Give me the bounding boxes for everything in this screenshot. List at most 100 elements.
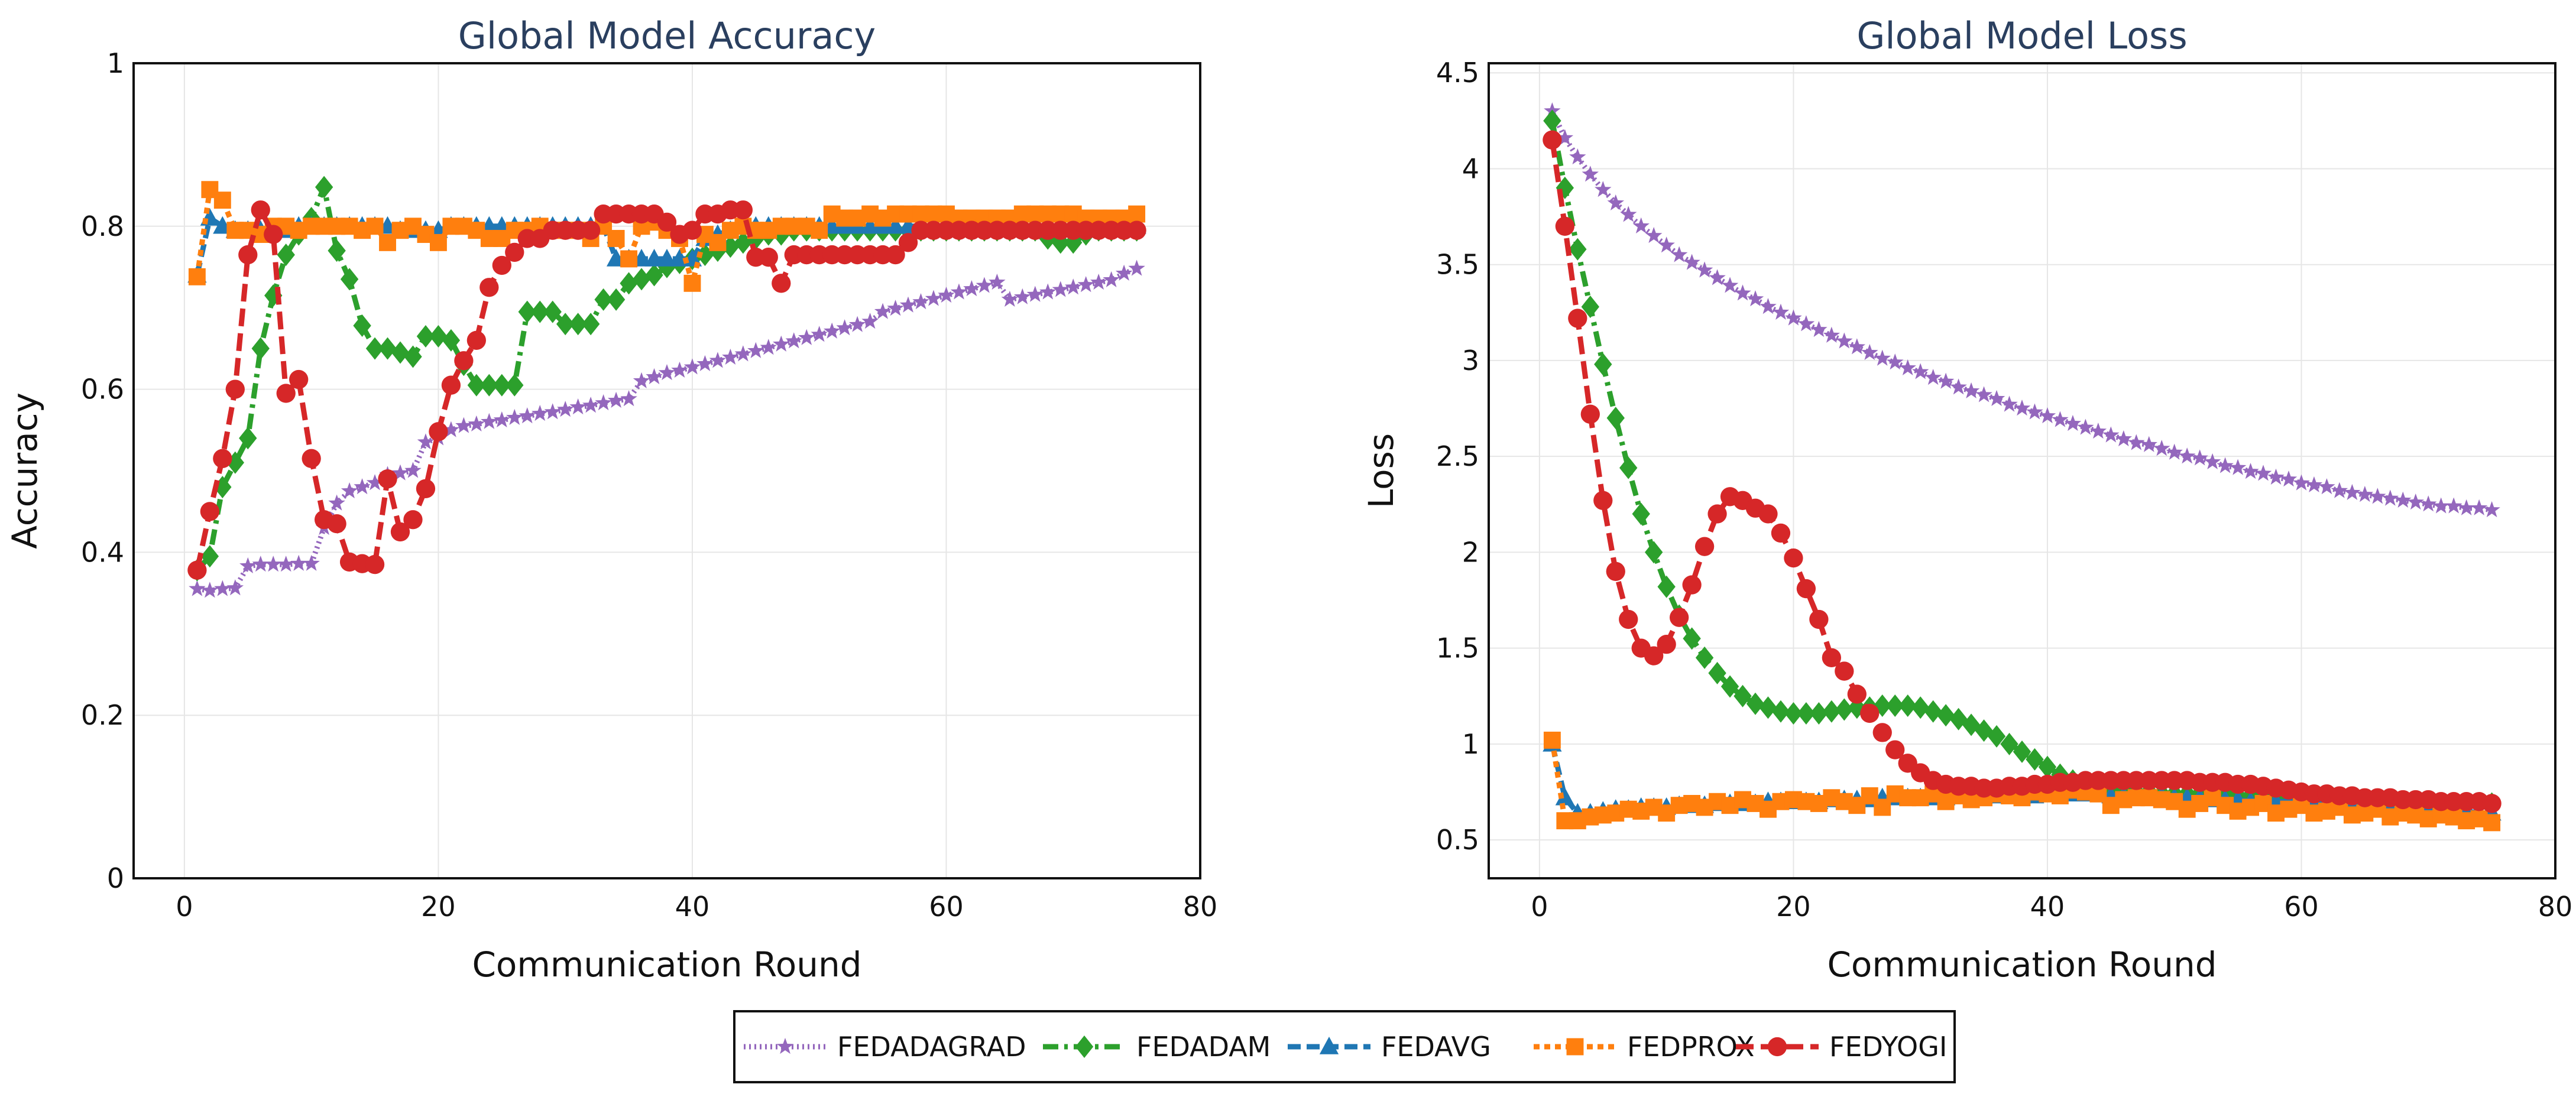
- legend-marker-fedprox: [1566, 1038, 1584, 1056]
- y-tick-label: 0.8: [81, 210, 124, 242]
- data-point-fedadam: [378, 337, 397, 360]
- data-point-fedyogi: [1835, 661, 1854, 681]
- data-point-fedadagrad: [1001, 290, 1019, 307]
- data-point-fedadagrad: [556, 401, 574, 417]
- data-point-fedyogi: [466, 330, 487, 350]
- x-tick-label: 80: [1183, 891, 1218, 923]
- data-point-fedadagrad: [1090, 273, 1107, 290]
- y-tick-label: 4.5: [1436, 57, 1479, 89]
- data-point-fedadagrad: [2001, 395, 2018, 412]
- series-line-fedadagrad: [1550, 110, 2493, 513]
- data-point-fedadagrad: [1709, 269, 1726, 285]
- data-point-fedyogi: [378, 469, 397, 489]
- data-point-fedadagrad: [582, 397, 600, 413]
- y-tick-label: 2.5: [1436, 440, 1479, 472]
- data-point-fedadagrad: [1874, 349, 1891, 366]
- data-point-fedadagrad: [671, 361, 688, 378]
- data-point-fedyogi: [289, 369, 309, 389]
- x-tick-label: 20: [421, 891, 456, 923]
- data-point-fedadagrad: [963, 280, 980, 297]
- data-point-fedadagrad: [709, 352, 727, 368]
- legend-entry-fedprox: FEDPROX: [1534, 1031, 1754, 1063]
- data-point-fedyogi: [1580, 404, 1600, 424]
- data-point-fedadagrad: [2432, 497, 2449, 514]
- data-point-fedyogi: [1682, 575, 1702, 595]
- data-point-fedyogi: [1796, 579, 1816, 599]
- x-tick-label: 0: [176, 891, 193, 923]
- data-point-fedyogi: [429, 422, 448, 442]
- data-point-fedavg: [1555, 787, 1575, 806]
- data-point-fedyogi: [2482, 794, 2502, 813]
- data-point-fedyogi: [225, 379, 245, 399]
- data-point-fedadam: [1543, 109, 1561, 132]
- x-tick-label: 0: [1531, 891, 1548, 923]
- data-point-fedadagrad: [607, 391, 625, 408]
- data-point-fedadagrad: [1064, 278, 1082, 295]
- data-point-fedyogi: [1568, 309, 1587, 328]
- data-point-fedadam: [632, 268, 651, 291]
- data-point-fedadagrad: [1924, 369, 1942, 385]
- data-point-fedyogi: [213, 449, 232, 468]
- data-point-fedyogi: [759, 248, 778, 267]
- data-point-fedadagrad: [912, 293, 929, 310]
- data-point-fedadagrad: [899, 296, 917, 313]
- legend-label-fedyogi: FEDYOGI: [1829, 1031, 1947, 1063]
- data-point-fedyogi: [1707, 504, 1727, 524]
- data-point-fedadagrad: [658, 364, 676, 381]
- data-point-fedadagrad: [569, 398, 587, 415]
- data-point-fedprox: [188, 268, 206, 285]
- data-point-fedadagrad: [328, 494, 345, 511]
- data-point-fedprox: [1543, 731, 1561, 749]
- data-point-fedadagrad: [1128, 259, 1145, 276]
- data-point-fedadagrad: [2254, 465, 2272, 481]
- data-point-fedyogi: [238, 245, 258, 265]
- series-line-fedadam: [1549, 120, 2492, 806]
- data-point-fedadagrad: [722, 348, 739, 365]
- data-point-fedadagrad: [1619, 206, 1637, 222]
- y-tick-label: 3: [1462, 345, 1479, 376]
- legend-entry-fedadagrad: FEDADAGRAD: [744, 1031, 1026, 1063]
- data-point-fedyogi: [1872, 723, 1892, 742]
- legend-entry-fedyogi: FEDYOGI: [1736, 1031, 1947, 1063]
- data-point-fedadagrad: [1607, 194, 1625, 211]
- legend-label-fedadagrad: FEDADAGRAD: [837, 1031, 1026, 1063]
- data-point-fedyogi: [251, 200, 270, 220]
- data-point-fedyogi: [441, 375, 461, 395]
- data-point-fedadagrad: [595, 394, 612, 411]
- data-point-fedadagrad: [493, 411, 511, 428]
- legend-entry-fedadam: FEDADAM: [1043, 1031, 1271, 1063]
- y-tick-label: 1: [107, 47, 124, 79]
- data-point-fedadam: [391, 341, 410, 364]
- data-point-fedyogi: [1543, 130, 1562, 150]
- data-point-fedyogi: [1758, 504, 1778, 524]
- data-point-fedadagrad: [950, 283, 968, 300]
- data-point-fedadagrad: [455, 417, 472, 433]
- data-point-fedadagrad: [303, 554, 320, 571]
- data-point-fedadagrad: [836, 319, 853, 336]
- data-point-fedyogi: [1593, 491, 1613, 510]
- data-point-fedyogi: [1860, 703, 1880, 723]
- data-point-fedadagrad: [2483, 501, 2500, 518]
- data-point-fedadagrad: [861, 313, 879, 329]
- data-point-fedyogi: [1669, 608, 1689, 627]
- data-point-fedadagrad: [1670, 246, 1688, 262]
- data-point-fedadagrad: [734, 345, 752, 362]
- data-point-fedyogi: [264, 225, 283, 244]
- data-point-fedyogi: [479, 278, 499, 297]
- data-point-fedyogi: [200, 502, 220, 521]
- plot-frame: [1488, 62, 2556, 879]
- data-point-fedadagrad: [1658, 236, 1675, 253]
- data-point-fedyogi: [365, 554, 385, 574]
- y-tick-label: 0.2: [81, 699, 124, 731]
- legend-label-fedprox: FEDPROX: [1627, 1031, 1754, 1063]
- data-point-fedyogi: [416, 479, 436, 498]
- data-point-fedadam: [251, 337, 270, 360]
- loss-panel: 0 20 40 60 80 0.5 1 1.5 2 2.5 3 3.5 4 4.5 Global Model…: [1361, 14, 2572, 985]
- data-point-fedadagrad: [798, 329, 815, 345]
- series-line-fedadagrad: [196, 266, 1138, 593]
- data-point-fedadam: [506, 374, 524, 397]
- y-tick-label: 1.5: [1436, 632, 1479, 664]
- data-point-fedadagrad: [976, 277, 993, 293]
- data-point-fedadam: [1911, 696, 1930, 719]
- y-tick-label: 1: [1462, 728, 1479, 760]
